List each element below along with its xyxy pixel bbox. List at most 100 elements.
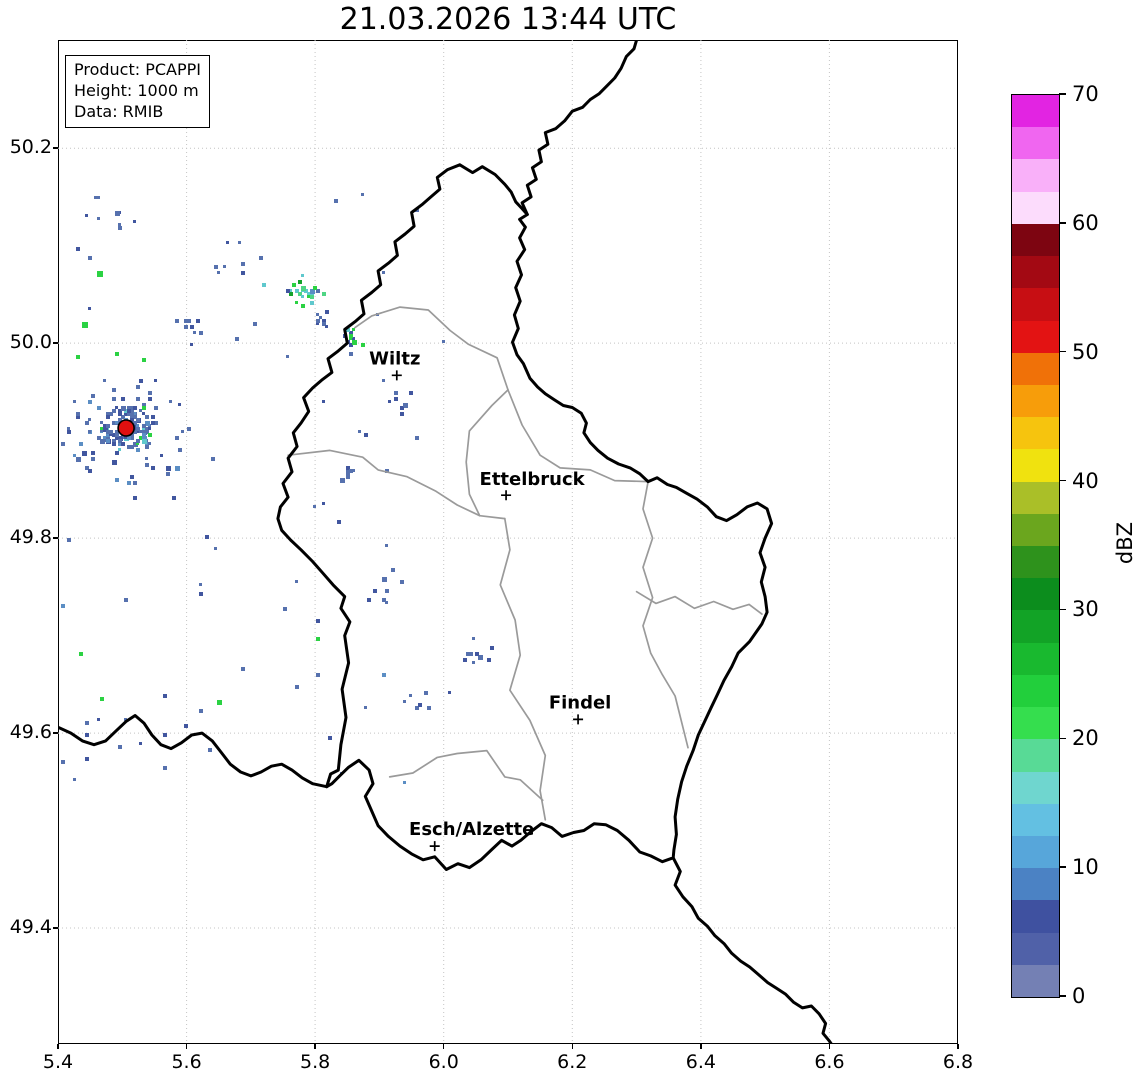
radar-echo-pixel (136, 448, 140, 452)
radar-echo-pixel (367, 598, 371, 602)
radar-echo-pixel (199, 709, 203, 713)
radar-echo-pixel (403, 700, 406, 703)
radar-echo-pixel (151, 415, 155, 419)
radar-echo-pixel (349, 337, 352, 340)
colorbar-segment (1012, 771, 1059, 804)
belgium-germany-border (520, 40, 639, 216)
colorbar-segment (1012, 674, 1059, 708)
radar-echo-pixel (409, 391, 413, 395)
radar-echo-pixel (382, 379, 385, 382)
radar-echo-pixel (316, 637, 320, 641)
radar-echo-pixel (361, 343, 365, 347)
radar-echo-pixel (400, 580, 404, 584)
y-axis-tickmark (53, 537, 58, 539)
height-line: Height: 1000 m (74, 81, 199, 101)
canton-border (354, 306, 649, 483)
canton-border (287, 449, 506, 520)
colorbar-tickmark (1059, 995, 1066, 997)
radar-echo-pixel (118, 418, 122, 422)
colorbar-segment (1012, 384, 1059, 418)
radar-echo-pixel (385, 589, 389, 593)
radar-echo-pixel (352, 469, 355, 472)
radar-echo-pixel (238, 241, 241, 244)
radar-echo-pixel (100, 427, 103, 430)
radar-echo-pixel (463, 658, 467, 662)
x-axis-tick-label: 5.6 (171, 1051, 202, 1073)
radar-echo-pixel (73, 400, 76, 403)
radar-echo-pixel (76, 412, 80, 416)
radar-echo-pixel (316, 313, 319, 316)
colorbar-segment (1012, 416, 1059, 450)
radar-echo-pixel (121, 397, 125, 401)
colorbar-tick-label: 60 (1072, 210, 1099, 235)
radar-echo-pixel (76, 415, 80, 419)
city-label-findel: Findel (549, 692, 612, 713)
radar-echo-pixel (241, 667, 245, 671)
colorbar-tickmark (1059, 479, 1066, 482)
radar-echo-pixel (79, 652, 83, 656)
radar-echo-pixel (253, 322, 257, 326)
radar-echo-pixel (118, 409, 122, 413)
radar-echo-pixel (415, 706, 419, 710)
radar-echo-pixel (418, 703, 422, 707)
radar-echo-pixel (145, 415, 149, 419)
radar-echo-pixel (94, 196, 97, 199)
figure-title: 21.03.2026 13:44 UTC (339, 2, 677, 37)
radar-echo-pixel (382, 271, 385, 274)
radar-echo-pixel (145, 445, 148, 448)
y-axis-tick-label: 49.4 (9, 916, 52, 938)
radar-echo-pixel (169, 400, 172, 403)
radar-echo-pixel (391, 568, 395, 572)
radar-echo-pixel (121, 442, 125, 446)
radar-echo-pixel (148, 433, 152, 437)
radar-echo-pixel (103, 424, 106, 427)
radar-echo-pixel (163, 694, 167, 698)
radar-echo-pixel (160, 454, 163, 457)
colorbar-tick-label: 0 (1072, 984, 1086, 1008)
radar-echo-pixel (184, 319, 188, 323)
radar-echo-pixel (100, 439, 105, 444)
radar-echo-pixel (193, 331, 196, 334)
radar-echo-pixel (109, 412, 113, 416)
radar-echo-pixel (295, 301, 298, 304)
colorbar-segment (1012, 642, 1059, 675)
colorbar-segment (1012, 803, 1059, 836)
radar-site-marker (117, 419, 135, 437)
radar-echo-pixel (103, 436, 106, 439)
radar-echo-pixel (127, 406, 130, 409)
colorbar-segment (1012, 867, 1059, 901)
x-axis-tick-label: 6.0 (428, 1051, 459, 1073)
radar-echo-pixel (196, 319, 200, 323)
radar-echo-pixel (139, 742, 142, 745)
radar-echo-pixel (199, 583, 202, 586)
radar-echo-pixel (262, 283, 266, 287)
radar-echo-pixel (295, 685, 299, 689)
colorbar-segment (1012, 191, 1059, 224)
radar-echo-pixel (199, 592, 203, 596)
radar-echo-pixel (127, 436, 131, 440)
radar-echo-pixel (118, 745, 122, 749)
radar-echo-pixel (88, 400, 92, 404)
radar-echo-pixel (136, 424, 139, 427)
radar-echo-pixel (346, 472, 350, 476)
radar-echo-pixel (145, 463, 149, 467)
radar-echo-pixel (61, 604, 65, 608)
radar-echo-pixel (79, 442, 83, 446)
radar-echo-pixel (136, 442, 139, 445)
canton-border (642, 480, 689, 749)
x-axis-tick-label: 5.8 (300, 1051, 331, 1073)
radar-echo-pixel (61, 442, 65, 446)
radar-echo-pixel (115, 406, 118, 409)
radar-echo-pixel (352, 340, 357, 345)
radar-echo-pixel (127, 445, 131, 449)
radar-echo-pixel (130, 418, 134, 422)
radar-echo-pixel (133, 424, 137, 428)
y-axis-tickmark (53, 732, 58, 734)
radar-echo-pixel (322, 319, 326, 323)
product-line: Product: PCAPPI (74, 60, 202, 79)
canton-border (635, 590, 763, 615)
radar-echo-pixel (82, 322, 88, 328)
radar-echo-pixel (181, 430, 184, 433)
radar-echo-pixel (106, 412, 110, 416)
radar-echo-pixel (115, 352, 119, 356)
